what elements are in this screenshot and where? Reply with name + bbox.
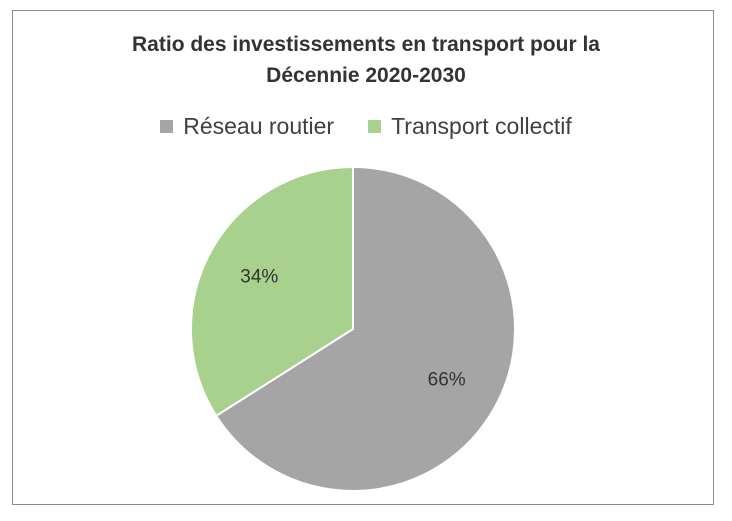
data-label-reseau-routier: 66% <box>428 370 466 391</box>
legend-label-transport-collectif: Transport collectif <box>391 113 572 139</box>
data-label-transport-collectif: 34% <box>240 267 278 288</box>
chart-title-line-1: Ratio des investissements en transport p… <box>132 33 600 56</box>
chart-legend: Réseau routier Transport collectif <box>0 113 732 140</box>
legend-item-reseau-routier: Réseau routier <box>160 113 334 140</box>
pie-slice-transport-collectif <box>190 165 354 418</box>
legend-swatch-reseau-routier <box>160 120 174 133</box>
legend-item-transport-collectif: Transport collectif <box>368 113 572 140</box>
legend-swatch-transport-collectif <box>368 120 382 133</box>
chart-title-line-2: Décennie 2020-2030 <box>266 64 466 87</box>
legend-label-reseau-routier: Réseau routier <box>183 113 335 139</box>
pie-slice-reseau-routier <box>214 165 516 492</box>
